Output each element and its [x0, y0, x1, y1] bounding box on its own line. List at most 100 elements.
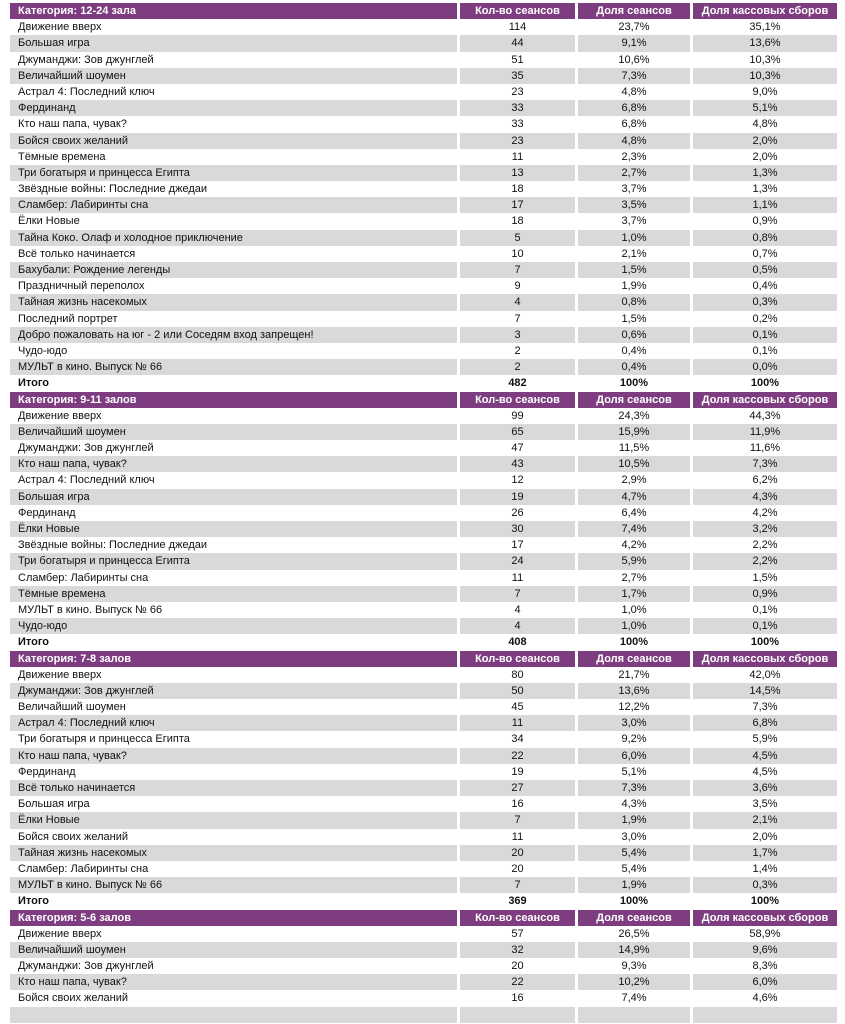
sessions-count-cell: 30: [460, 521, 575, 538]
sessions-count-cell: 80: [460, 666, 575, 683]
movie-title-cell: МУЛЬТ в кино. Выпуск № 66: [10, 877, 457, 894]
table-row: Джуманджи: Зов джунглей 51 10,6% 10,3%: [10, 51, 837, 68]
movie-title-cell: Тёмные времена: [10, 585, 457, 602]
sessions-count-cell: 65: [460, 423, 575, 441]
table-row: Движение вверх 80 21,7% 42,0%: [10, 666, 837, 683]
movie-title-cell: Тайная жизнь насекомых: [10, 844, 457, 861]
movie-title-cell: Джуманджи: Зов джунглей: [10, 51, 457, 68]
table-row: Фердинанд 33 6,8% 5,1%: [10, 100, 837, 117]
sessions-count-cell: 18: [460, 213, 575, 230]
sessions-count-cell: 7: [460, 812, 575, 829]
table-row: Бойся своих желаний 11 3,0% 2,0%: [10, 828, 837, 845]
boxoffice-share-cell: 1,4%: [693, 860, 837, 878]
sessions-count-cell: 7: [460, 585, 575, 602]
sessions-share-cell: 1,9%: [578, 278, 690, 295]
table-row: Джуманджи: Зов джунглей 20 9,3% 8,3%: [10, 958, 837, 975]
sessions-share-cell: 5,9%: [578, 553, 690, 570]
sessions-share-cell: 2,7%: [578, 569, 690, 586]
category-header-cell: Категория: 9-11 залов: [10, 391, 457, 408]
sessions-share-cell: 10,6%: [578, 51, 690, 68]
sessions-count-cell: 47: [460, 440, 575, 457]
total-boxoffice-share-cell: 100%: [693, 375, 837, 392]
sessions-count-cell: 2: [460, 342, 575, 360]
boxoffice-share-cell: 58,9%: [693, 925, 837, 942]
movie-title-cell: Джуманджи: Зов джунглей: [10, 958, 457, 975]
movie-title-cell: Большая игра: [10, 488, 457, 505]
total-sessions-share-cell: 100%: [578, 634, 690, 651]
sessions-share-cell: 7,3%: [578, 67, 690, 84]
table-row: Движение вверх 99 24,3% 44,3%: [10, 407, 837, 424]
table-row: Кто наш папа, чувак? 22 6,0% 4,5%: [10, 747, 837, 764]
table-row: Большая игра 44 9,1% 13,6%: [10, 35, 837, 52]
boxoffice-share-cell: 4,5%: [693, 747, 837, 764]
boxoffice-share-cell: 2,0%: [693, 828, 837, 845]
sessions-count-cell: 18: [460, 181, 575, 198]
movie-title-cell: Движение вверх: [10, 407, 457, 424]
movie-title-cell: Величайший шоумен: [10, 423, 457, 441]
movie-title-cell: Всё только начинается: [10, 780, 457, 797]
movie-title-cell: Три богатыря и принцесса Египта: [10, 731, 457, 748]
sessions-share-cell: 4,8%: [578, 83, 690, 101]
sessions-share-cell: 3,7%: [578, 181, 690, 198]
sessions-share-cell: 1,0%: [578, 601, 690, 619]
movie-title-cell: Всё только начинается: [10, 245, 457, 262]
total-sessions-cell: 482: [460, 375, 575, 392]
movie-title-cell: Тайна Коко. Олаф и холодное приключение: [10, 229, 457, 246]
boxoffice-share-cell: 4,8%: [693, 116, 837, 133]
sessions-share-cell: 5,4%: [578, 860, 690, 878]
table-row: Астрал 4: Последний ключ 12 2,9% 6,2%: [10, 472, 837, 489]
table-row: Три богатыря и принцесса Египта 13 2,7% 1,3…: [10, 164, 837, 182]
boxoffice-share-cell: 0,9%: [693, 585, 837, 602]
movie-title-cell: Джуманджи: Зов джунглей: [10, 682, 457, 700]
movie-title-cell: Три богатыря и принцесса Египта: [10, 164, 457, 182]
movie-title-cell: Кто наш папа, чувак?: [10, 747, 457, 764]
total-boxoffice-share-cell: 100%: [693, 634, 837, 651]
boxoffice-share-cell: 11,9%: [693, 423, 837, 441]
sessions-count-cell: 24: [460, 553, 575, 570]
column-header-sessions-share: Доля сеансов: [578, 650, 690, 667]
boxoffice-share-cell: 1,3%: [693, 181, 837, 198]
sessions-count-cell: 19: [460, 763, 575, 780]
table-row: Ёлки Новые 18 3,7% 0,9%: [10, 213, 837, 230]
boxoffice-share-cell: 11,6%: [693, 440, 837, 457]
boxoffice-share-cell: 2,0%: [693, 132, 837, 149]
table-row: Кто наш папа, чувак? 33 6,8% 4,8%: [10, 116, 837, 133]
movie-title-cell: Ёлки Новые: [10, 812, 457, 829]
movie-title-cell: Добро пожаловать на юг - 2 или Соседям в…: [10, 326, 457, 343]
boxoffice-share-cell: 2,2%: [693, 537, 837, 554]
column-header-sessions-share: Доля сеансов: [578, 391, 690, 408]
column-header-sessions-count: Кол-во сеансов: [460, 3, 575, 20]
boxoffice-share-cell: 0,8%: [693, 229, 837, 246]
sessions-count-cell: 20: [460, 958, 575, 975]
sessions-count-cell: 2: [460, 359, 575, 376]
boxoffice-share-cell: 1,3%: [693, 164, 837, 182]
sessions-share-cell: 7,4%: [578, 990, 690, 1007]
boxoffice-share-cell: 0,3%: [693, 294, 837, 311]
movie-title-cell: Кто наш папа, чувак?: [10, 974, 457, 991]
boxoffice-share-cell: 3,5%: [693, 796, 837, 813]
sessions-share-cell: 9,2%: [578, 731, 690, 748]
table-row: Джуманджи: Зов джунглей 50 13,6% 14,5%: [10, 682, 837, 700]
sessions-share-cell: 14,9%: [578, 941, 690, 959]
table-row: Тайная жизнь насекомых 4 0,8% 0,3%: [10, 294, 837, 311]
sessions-count-cell: 5: [460, 229, 575, 246]
sessions-count-cell: 44: [460, 35, 575, 52]
sessions-count-cell: 16: [460, 990, 575, 1007]
table-row: Движение вверх 114 23,7% 35,1%: [10, 19, 837, 36]
column-header-sessions-share: Доля сеансов: [578, 909, 690, 926]
sessions-count-cell: 10: [460, 245, 575, 262]
column-header-boxoffice-share: Доля кассовых сборов: [693, 909, 837, 926]
movie-title-cell: Звёздные войны: Последние джедаи: [10, 537, 457, 554]
boxoffice-share-cell: 2,1%: [693, 812, 837, 829]
table-row: Три богатыря и принцесса Египта 34 9,2% 5,9…: [10, 731, 837, 748]
movie-title-cell: Астрал 4: Последний ключ: [10, 83, 457, 101]
boxoffice-share-cell: 0,1%: [693, 326, 837, 343]
table-row: Движение вверх 57 26,5% 58,9%: [10, 925, 837, 942]
sessions-share-cell: 0,4%: [578, 359, 690, 376]
boxoffice-share-cell: 5,9%: [693, 731, 837, 748]
section-header-row: Категория: 5-6 залов Кол-во сеансов Доля с…: [10, 909, 837, 926]
movie-title-cell: Бойся своих желаний: [10, 990, 457, 1007]
total-row: Итого 408 100% 100%: [10, 634, 837, 651]
sessions-count-cell: 57: [460, 925, 575, 942]
sessions-count-cell: 20: [460, 844, 575, 861]
